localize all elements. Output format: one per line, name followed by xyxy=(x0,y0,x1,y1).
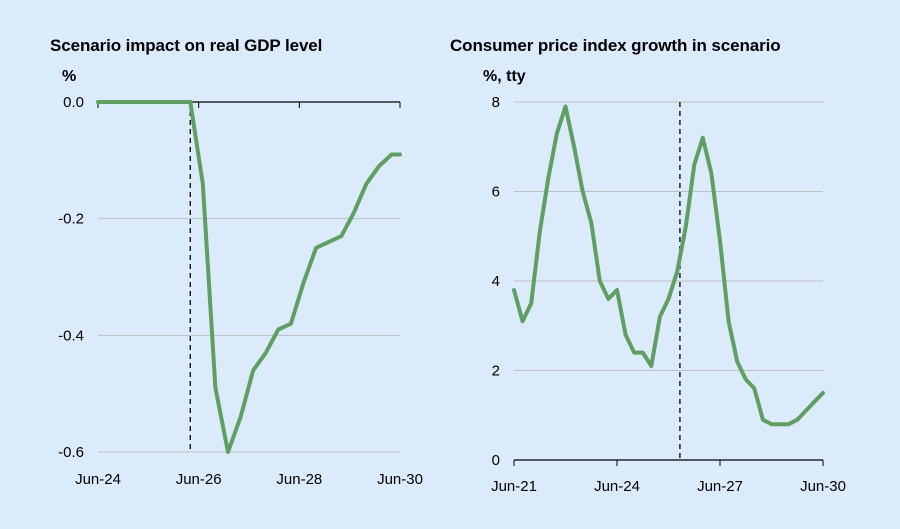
gdp-chart-title: Scenario impact on real GDP level xyxy=(50,36,323,55)
gdp-chart-panel: Scenario impact on real GDP level % 0.0 -… xyxy=(50,36,423,488)
cpi-y-unit-label: %, tty xyxy=(483,68,526,85)
cpi-x-tick-label: Jun-24 xyxy=(594,478,640,495)
cpi-y-tick-label: 2 xyxy=(492,363,500,380)
cpi-x-tick-label: Jun-30 xyxy=(800,478,846,495)
cpi-x-tick-label: Jun-21 xyxy=(491,478,537,495)
gdp-y-tick-label: -0.6 xyxy=(58,444,84,461)
gdp-series-line xyxy=(96,100,402,454)
gdp-y-tick-label: -0.4 xyxy=(58,327,84,344)
cpi-y-tick-label: 8 xyxy=(492,94,500,111)
gdp-x-tick-label: Jun-24 xyxy=(75,471,121,488)
cpi-y-tick-label: 0 xyxy=(492,452,500,469)
cpi-series-line xyxy=(512,104,825,427)
gdp-x-tick-label: Jun-26 xyxy=(176,471,222,488)
cpi-y-tick-label: 6 xyxy=(492,184,500,201)
cpi-x-tick-label: Jun-27 xyxy=(697,478,743,495)
cpi-y-tick-label: 4 xyxy=(492,273,500,290)
gdp-y-tick-label: 0.0 xyxy=(63,94,84,111)
gdp-y-tick-label: -0.2 xyxy=(58,211,84,228)
gdp-chart-svg: 0.0 -0.2 -0.4 -0.6 Jun-24 Jun-26 Jun-28 Jun-30 xyxy=(58,94,423,488)
cpi-chart-svg: 0 2 4 6 8 Jun-21 Jun-24 Jun-27 Jun-30 xyxy=(491,94,846,495)
cpi-chart-panel: Consumer price index growth in scenario … xyxy=(450,0,900,529)
cpi-chart-title: Consumer price index growth in scenario xyxy=(450,36,781,55)
gdp-x-tick-label: Jun-30 xyxy=(377,471,423,488)
gdp-y-unit-label: % xyxy=(62,68,77,85)
gdp-x-tick-label: Jun-28 xyxy=(276,471,322,488)
